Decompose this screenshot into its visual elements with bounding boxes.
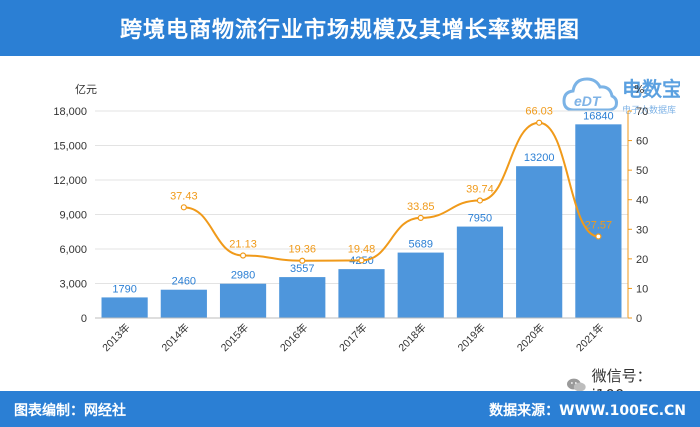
growth-rate-point (595, 233, 602, 240)
right-axis-tick-label: 60 (636, 136, 648, 148)
growth-rate-label: 27.57 (585, 219, 613, 231)
growth-rate-point (180, 204, 187, 211)
growth-rate-label: 21.13 (229, 239, 257, 251)
right-axis-tick-label: 50 (636, 165, 648, 177)
x-axis-category-label: 2018年 (396, 321, 429, 354)
bar (338, 269, 385, 318)
left-axis-tick-label: 0 (81, 313, 87, 325)
x-axis-category-label: 2013年 (100, 321, 133, 354)
growth-rate-point (358, 257, 365, 264)
right-axis-tick-label: 40 (636, 195, 648, 207)
bar (160, 289, 207, 318)
logo-mark-text: eDT (574, 93, 602, 109)
chart-title: 跨境电商物流行业市场规模及其增长率数据图 (0, 0, 700, 56)
bar-value-label: 5689 (408, 239, 432, 251)
bar (219, 283, 267, 318)
bar (456, 226, 504, 318)
cloud-icon (562, 77, 618, 112)
growth-rate-point (239, 252, 247, 259)
logo-sub-text: 电子大数据库 (622, 104, 676, 116)
growth-rate-label: 19.48 (348, 243, 376, 255)
edt-logo-watermark: eDT 电数宝 电子大数据库 (562, 77, 680, 116)
right-axis-tick-label: 0 (636, 313, 642, 325)
footer-compiler: 图表编制：网经社 (14, 403, 126, 419)
bar-value-label: 3557 (290, 263, 314, 275)
bar (397, 252, 444, 318)
bar-value-label: 16840 (583, 110, 614, 122)
left-axis-tick-label: 3,000 (59, 279, 87, 291)
left-axis-tick-label: 18,000 (53, 106, 87, 118)
left-axis-tick-label: 15,000 (53, 141, 87, 153)
right-axis-unit: % (634, 83, 644, 96)
x-axis-category-label: 2015年 (218, 321, 251, 354)
left-axis-tick-label: 12,000 (53, 175, 87, 187)
bar (516, 166, 563, 318)
x-axis-category-label: 2019年 (455, 321, 488, 354)
growth-rate-label: 66.03 (525, 106, 553, 118)
bar (101, 297, 148, 318)
bar-value-label: 13200 (524, 152, 555, 164)
right-axis-tick-label: 30 (636, 224, 648, 236)
footer-bar: 图表编制：网经社 数据来源：WWW.100EC.CN (0, 391, 700, 427)
x-axis-category-label: 2021年 (573, 321, 606, 354)
growth-rate-point (476, 197, 484, 204)
growth-rate-label: 39.74 (466, 183, 494, 195)
right-axis-tick-label: 10 (636, 283, 648, 295)
right-axis-tick-label: 70 (636, 106, 648, 118)
bar (279, 277, 326, 318)
growth-rate-point (299, 257, 306, 264)
bar-value-label: 2980 (231, 270, 255, 282)
growth-rate-label: 37.43 (170, 190, 198, 202)
growth-rate-label: 33.85 (407, 201, 435, 213)
growth-rate-label: 19.36 (289, 244, 317, 256)
left-axis-unit: 亿元 (75, 83, 97, 96)
footer-source: 数据来源：WWW.100EC.CN (489, 403, 686, 419)
bar-line-chart: 0 3,000 6,000 9,000 12,000 15,000 18,000 0 10 20 3… (53, 83, 648, 354)
left-axis-tick-label: 6,000 (59, 244, 87, 256)
right-axis-tick-label: 20 (636, 254, 648, 266)
bar-value-label: 1790 (112, 283, 136, 295)
growth-rate-point (417, 214, 424, 222)
x-axis-category-label: 2016年 (277, 321, 310, 354)
growth-rate-point (536, 119, 543, 126)
x-axis-category-label: 2014年 (159, 321, 192, 354)
bar-value-label: 7950 (468, 213, 492, 225)
wechat-icon (566, 378, 586, 391)
bar-value-label: 2460 (172, 276, 196, 288)
left-axis-tick-label: 9,000 (59, 210, 87, 222)
logo-name-text: 电数宝 (622, 77, 680, 101)
x-axis-category-label: 2017年 (336, 321, 369, 354)
x-axis-category-label: 2020年 (514, 321, 547, 354)
